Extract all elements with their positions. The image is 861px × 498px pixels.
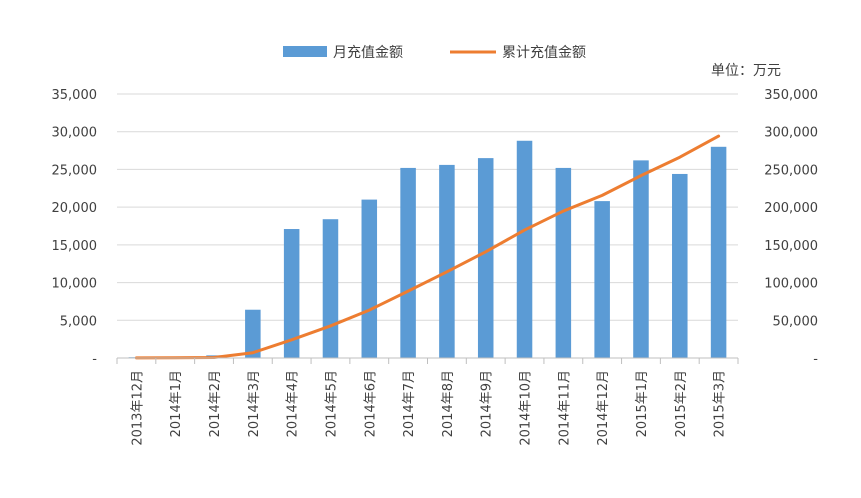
cumulative-line [134,134,721,360]
bar [361,199,378,358]
y-right-tick-label: 50,000 [773,314,819,329]
y-left-tick-label: 15,000 [52,239,98,254]
y-right-tick-label: 150,000 [764,239,818,254]
bar [439,164,455,358]
y-right-tick-label: 300,000 [764,126,818,141]
x-category-label: 2014年7月 [402,370,417,437]
axes: - - 5,000 50,000 10,000 100,000 15,000 150,000 2… [52,88,819,446]
y-left-tick-label: 25,000 [52,163,98,178]
x-category-label: 2014年5月 [324,370,339,437]
bar [322,219,339,358]
y-right-tick-label: 350,000 [764,88,818,103]
legend-swatch-bar [283,46,327,57]
unit-label: 单位：万元 [711,63,781,79]
y-left-tick-label: 20,000 [52,201,98,216]
x-category-label: 2014年3月 [247,370,262,437]
y-right-tick-label: 250,000 [764,163,818,178]
y-left-tick-label: 30,000 [52,126,98,141]
y-left-tick-label: - [92,352,97,367]
bar [555,167,572,358]
bar [283,229,300,358]
y-left-tick-label: 5,000 [60,314,97,329]
legend-label-bar: 月充值金额 [333,45,403,61]
gridlines [117,93,738,321]
legend: 月充值金额 累计充值金额 [283,45,586,61]
y-left-tick-label: 35,000 [52,88,98,103]
x-category-label: 2013年12月 [130,370,145,446]
legend-label-line: 累计充值金额 [502,45,586,61]
x-category-label: 2014年10月 [519,370,534,446]
y-right-tick-label: 200,000 [764,201,818,216]
x-category-label: 2015年2月 [674,370,689,437]
x-category-label: 2014年9月 [480,370,495,437]
bar [400,167,416,358]
bar [245,309,261,358]
x-category-label: 2015年1月 [635,370,650,437]
bar [710,146,727,358]
bar [594,201,610,358]
x-category-label: 2014年11月 [557,370,572,446]
y-left-tick-label: 10,000 [52,277,98,292]
x-category-label: 2014年2月 [208,370,223,437]
bar [477,158,494,358]
y-right-tick-label: 100,000 [764,277,818,292]
x-category-label: 2014年8月 [441,370,456,437]
x-category-label: 2014年1月 [169,370,184,437]
x-category-label: 2015年3月 [713,370,728,437]
bar [672,173,688,358]
line-series [134,134,721,360]
x-category-label: 2014年4月 [286,370,301,437]
x-category-label: 2014年12月 [596,370,611,446]
bar [516,140,533,358]
x-category-label: 2014年6月 [363,370,378,437]
y-right-tick-label: - [813,352,818,367]
bar-series [128,140,727,358]
bar [633,160,649,358]
